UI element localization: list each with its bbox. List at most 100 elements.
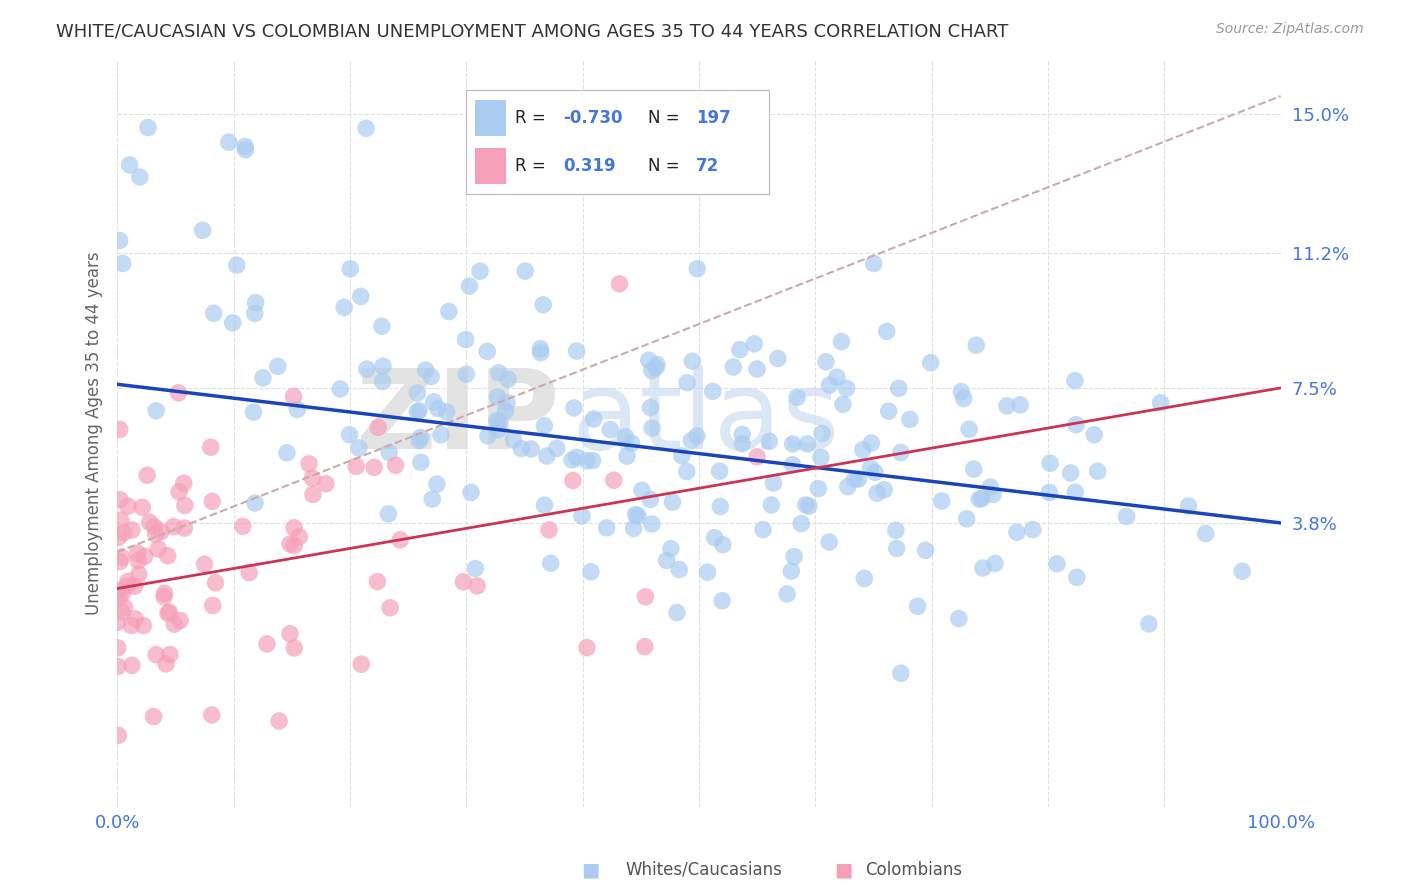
- Point: [614, 430, 637, 444]
- Point: [107, 640, 129, 655]
- Point: [477, 344, 499, 359]
- Point: [965, 338, 987, 352]
- Point: [454, 333, 477, 347]
- Point: [460, 485, 482, 500]
- Point: [354, 121, 377, 136]
- Point: [761, 498, 783, 512]
- Point: [634, 590, 657, 604]
- Point: [995, 399, 1018, 413]
- Point: [204, 575, 226, 590]
- Point: [333, 301, 356, 315]
- Point: [108, 234, 131, 248]
- Point: [148, 541, 170, 556]
- Point: [495, 395, 517, 409]
- Point: [366, 574, 388, 589]
- Point: [641, 421, 664, 435]
- Text: atlas: atlas: [571, 365, 839, 472]
- Point: [686, 429, 709, 443]
- Point: [709, 500, 731, 514]
- Point: [298, 457, 321, 471]
- Point: [811, 426, 834, 441]
- Point: [731, 427, 754, 442]
- Point: [377, 507, 399, 521]
- Point: [853, 572, 876, 586]
- Point: [278, 537, 301, 551]
- Point: [835, 381, 858, 395]
- Point: [488, 414, 510, 428]
- Point: [783, 549, 806, 564]
- Point: [620, 436, 643, 450]
- Point: [676, 465, 699, 479]
- Point: [458, 279, 481, 293]
- Point: [302, 487, 325, 501]
- Point: [731, 437, 754, 451]
- Point: [111, 605, 134, 619]
- Point: [728, 343, 751, 357]
- Point: [931, 494, 953, 508]
- Text: ■: ■: [834, 860, 853, 880]
- Point: [110, 549, 132, 564]
- Point: [464, 561, 486, 575]
- Point: [201, 494, 224, 508]
- Point: [575, 453, 598, 467]
- Point: [659, 541, 682, 556]
- Point: [242, 405, 264, 419]
- Point: [671, 449, 693, 463]
- Point: [389, 533, 412, 547]
- Point: [252, 371, 274, 385]
- Point: [711, 538, 734, 552]
- Point: [571, 509, 593, 524]
- Point: [825, 370, 848, 384]
- Point: [984, 557, 1007, 571]
- Point: [1177, 499, 1199, 513]
- Point: [111, 586, 134, 600]
- Point: [350, 289, 373, 303]
- Text: Colombians: Colombians: [865, 861, 962, 879]
- Point: [1022, 523, 1045, 537]
- Point: [232, 519, 254, 533]
- Point: [686, 261, 709, 276]
- Text: Source: ZipAtlas.com: Source: ZipAtlas.com: [1216, 22, 1364, 37]
- Point: [108, 555, 131, 569]
- Point: [948, 612, 970, 626]
- Point: [745, 450, 768, 464]
- Point: [107, 728, 129, 742]
- Point: [222, 316, 245, 330]
- Point: [623, 521, 645, 535]
- Point: [1005, 525, 1028, 540]
- Point: [111, 256, 134, 270]
- Y-axis label: Unemployment Among Ages 35 to 44 years: Unemployment Among Ages 35 to 44 years: [86, 252, 103, 615]
- Point: [970, 491, 993, 506]
- Point: [537, 523, 560, 537]
- Point: [456, 367, 478, 381]
- Point: [852, 442, 875, 457]
- Point: [408, 403, 430, 417]
- Point: [108, 422, 131, 436]
- Point: [531, 298, 554, 312]
- Point: [782, 458, 804, 472]
- Point: [641, 363, 664, 377]
- Point: [173, 476, 195, 491]
- Point: [108, 591, 131, 605]
- Point: [782, 437, 804, 451]
- Point: [145, 527, 167, 541]
- Point: [702, 384, 724, 399]
- Point: [876, 325, 898, 339]
- Point: [520, 442, 543, 456]
- Point: [283, 640, 305, 655]
- Point: [121, 523, 143, 537]
- Point: [1115, 509, 1137, 524]
- Point: [979, 480, 1001, 494]
- Point: [420, 492, 443, 507]
- Point: [134, 549, 156, 564]
- Point: [981, 487, 1004, 501]
- Point: [283, 389, 305, 403]
- Point: [145, 648, 167, 662]
- Point: [356, 362, 378, 376]
- Point: [752, 523, 775, 537]
- Point: [862, 256, 884, 270]
- Point: [110, 513, 132, 527]
- Point: [408, 434, 430, 448]
- Point: [536, 449, 558, 463]
- Text: Whites/Caucasians: Whites/Caucasians: [626, 861, 783, 879]
